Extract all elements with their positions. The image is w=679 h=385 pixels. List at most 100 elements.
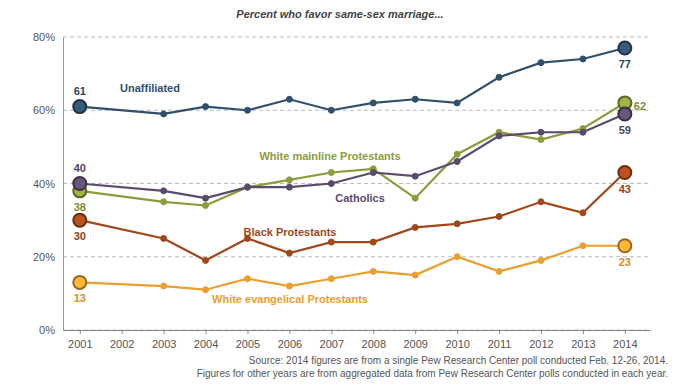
series-marker — [328, 239, 334, 245]
series-marker — [286, 283, 292, 289]
series-marker — [370, 170, 376, 176]
series-marker — [454, 100, 460, 106]
grid-line — [63, 256, 650, 257]
series-line — [80, 103, 625, 206]
series-marker — [538, 129, 544, 135]
x-tick-mark — [289, 330, 290, 334]
series-labels: UnaffiliatedWhite mainline ProtestantsCa… — [120, 82, 401, 305]
series-marker — [161, 111, 167, 117]
series-marker — [412, 272, 418, 278]
data-label: 77 — [619, 58, 631, 70]
series-marker — [538, 199, 544, 205]
x-tick-label: 2014 — [613, 338, 637, 350]
series-marker — [370, 239, 376, 245]
series-marker — [161, 283, 167, 289]
y-tick: 0% — [39, 324, 63, 336]
data-label: 38 — [74, 201, 86, 213]
series-marker — [454, 159, 460, 165]
series-marker — [203, 202, 209, 208]
series-marker — [618, 166, 631, 179]
x-tick-label: 2004 — [194, 338, 218, 350]
series-line — [80, 246, 625, 290]
series-marker — [496, 74, 502, 80]
title: Percent who favor same-sex marriage... — [236, 8, 443, 20]
series-marker — [161, 235, 167, 241]
x-tick-label: 2006 — [278, 338, 302, 350]
series-marker — [618, 239, 631, 252]
y-tick-label: 20% — [33, 251, 55, 263]
x-tick-mark — [331, 330, 332, 334]
series-marker — [580, 243, 586, 249]
series-marker — [328, 181, 334, 187]
series-marker — [618, 41, 631, 54]
x-tick-mark — [373, 330, 374, 334]
series-marker — [286, 250, 292, 256]
series-marker — [538, 257, 544, 263]
data-label: 30 — [74, 230, 86, 242]
x-tick: 2004 — [194, 330, 218, 350]
series-marker — [203, 104, 209, 110]
source-note: Source: 2014 figures are from a single P… — [249, 355, 668, 366]
x-tick: 2012 — [529, 330, 553, 350]
series-marker — [328, 107, 334, 113]
series-marker — [412, 224, 418, 230]
y-tick-label: 80% — [33, 31, 55, 43]
x-tick: 2007 — [320, 330, 344, 350]
x-axis-line — [64, 330, 651, 331]
series-marker — [454, 221, 460, 227]
data-label: 43 — [619, 183, 631, 195]
series-marker — [496, 213, 502, 219]
series-marker — [244, 107, 250, 113]
series-marker — [203, 257, 209, 263]
series-marker — [73, 177, 86, 190]
y-tick: 80% — [33, 31, 63, 43]
y-tick-label: 40% — [33, 178, 55, 190]
series-marker — [370, 268, 376, 274]
x-tick: 2011 — [488, 330, 512, 350]
series-marker — [203, 195, 209, 201]
x-tick-label: 2010 — [445, 338, 469, 350]
series-marker — [286, 96, 292, 102]
x-tick-label: 2005 — [236, 338, 260, 350]
x-tick-mark — [625, 330, 626, 334]
series-marker — [244, 184, 250, 190]
series-marker — [328, 276, 334, 282]
series-line — [80, 114, 625, 198]
series-marker — [618, 107, 631, 120]
x-tick-mark — [415, 330, 416, 334]
x-tick-mark — [457, 330, 458, 334]
series-marker — [454, 151, 460, 157]
series-label: Black Protestants — [244, 226, 337, 238]
source: Source: 2014 figures are from a single P… — [197, 355, 668, 379]
x-tick-mark — [206, 330, 207, 334]
plot-area — [73, 41, 631, 292]
x-tick: 2002 — [110, 330, 134, 350]
x-tick-mark — [80, 330, 81, 334]
grid-line — [63, 37, 650, 38]
x-tick: 2003 — [152, 330, 176, 350]
x-tick-mark — [122, 330, 123, 334]
series-marker — [496, 133, 502, 139]
series-line — [80, 173, 625, 261]
series-marker — [73, 276, 86, 289]
x-tick-label: 2001 — [68, 338, 92, 350]
series-marker — [161, 199, 167, 205]
data-label: 23 — [619, 256, 631, 268]
series-marker — [370, 100, 376, 106]
series-label: Unaffiliated — [120, 82, 180, 94]
y-axis-line — [63, 38, 64, 331]
y-tick: 60% — [33, 104, 63, 116]
series-marker — [538, 137, 544, 143]
x-tick: 2005 — [236, 330, 260, 350]
x-tick-label: 2007 — [320, 338, 344, 350]
x-tick: 2008 — [362, 330, 386, 350]
series-marker — [412, 195, 418, 201]
data-label: 40 — [74, 162, 86, 174]
series-marker — [244, 276, 250, 282]
x-tick-mark — [541, 330, 542, 334]
series-marker — [580, 210, 586, 216]
series-line — [80, 48, 625, 114]
x-tick-mark — [164, 330, 165, 334]
x-tick-label: 2011 — [488, 338, 512, 350]
series-marker — [161, 188, 167, 194]
